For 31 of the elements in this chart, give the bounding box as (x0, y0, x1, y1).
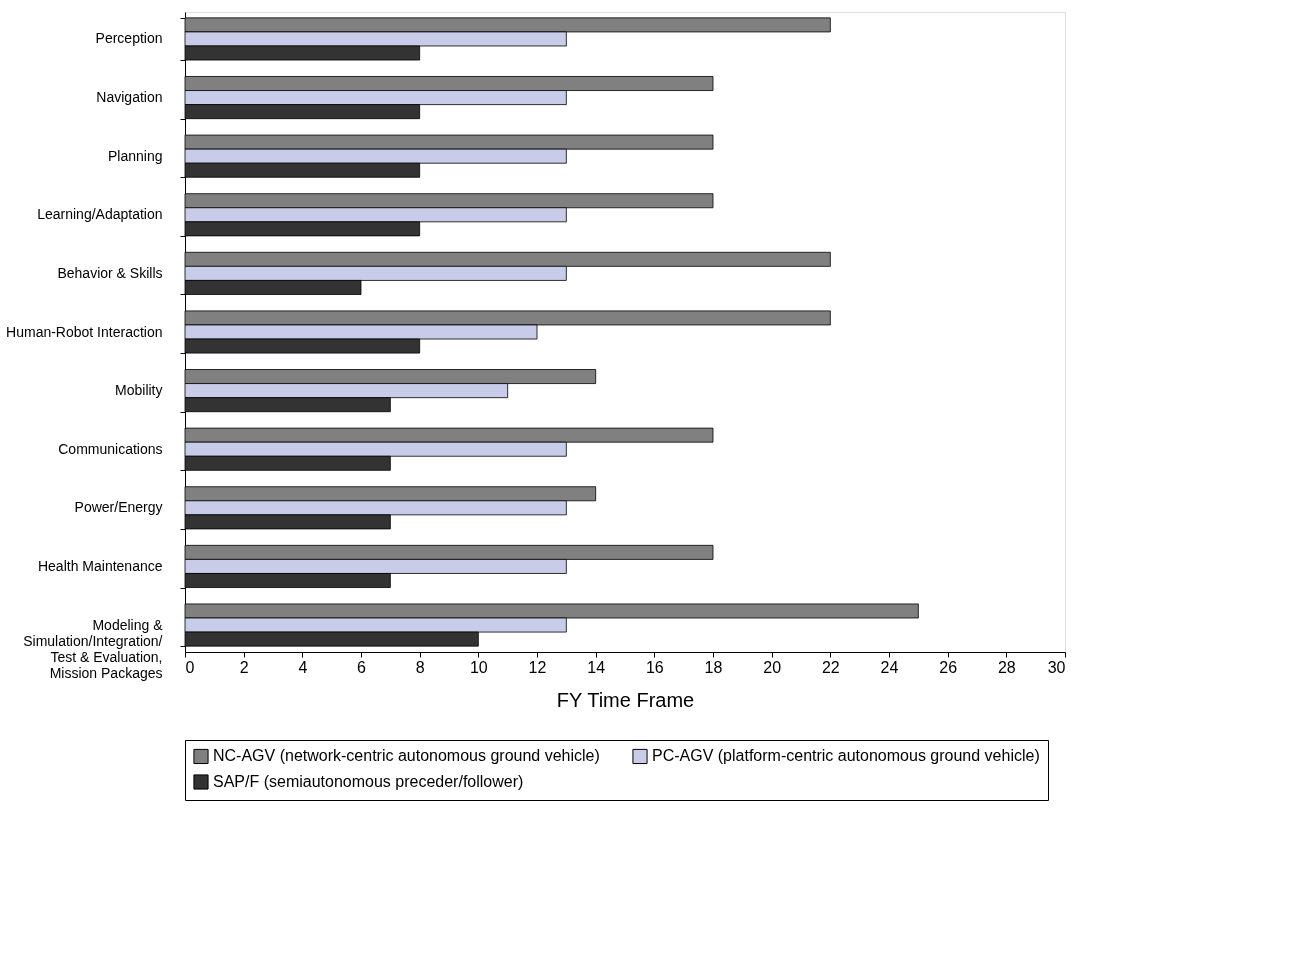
y-tick-label: Learning/Adaptation (37, 206, 163, 223)
x-tick-label: 26 (939, 658, 958, 676)
legend-label: SAP/F (semiautonomous preceder/follower) (213, 773, 524, 790)
y-tick-label: Behavior & Skills (57, 264, 163, 281)
y-tick-label: Mobility (115, 382, 163, 399)
x-tick-label: 6 (357, 658, 367, 676)
x-tick-label: 20 (763, 658, 782, 676)
legend-label: PC-AGV (platform-centric autonomous ground vehicle) (652, 747, 1040, 765)
x-tick-label: 0 (185, 658, 195, 676)
y-tick-label: Power/Energy (74, 499, 163, 516)
x-tick-label: 16 (645, 658, 664, 676)
x-tick-label: 14 (587, 658, 606, 676)
x-tick-label: 22 (821, 658, 840, 676)
x-tick-label: 30 (1047, 658, 1066, 676)
y-tick-label: Navigation (96, 89, 163, 106)
y-tick-label: Human-Robot Interaction (6, 323, 163, 340)
x-tick-label: 10 (469, 658, 488, 676)
y-tick-label: Perception (95, 30, 163, 47)
y-tick-label: Planning (108, 147, 163, 164)
x-tick-label: 24 (880, 658, 899, 676)
x-tick-label: 2 (239, 658, 249, 676)
x-tick-label: 28 (997, 658, 1016, 676)
y-tick-label: Health Maintenance (37, 557, 163, 574)
y-tick-label: Communications (58, 440, 163, 457)
x-tick-label: 8 (415, 658, 425, 676)
legend-label: NC-AGV (network-centric autonomous ground vehicle) (213, 747, 600, 765)
y-tick-label: Modeling & Simulation/Integration/ Test & Evaluation, Mission Packages (23, 616, 164, 681)
x-tick-label: 12 (528, 658, 547, 676)
x-tick-label: 18 (704, 658, 723, 676)
x-tick-label: 4 (298, 658, 308, 676)
x-axis-title: FY Time Frame (556, 688, 695, 711)
